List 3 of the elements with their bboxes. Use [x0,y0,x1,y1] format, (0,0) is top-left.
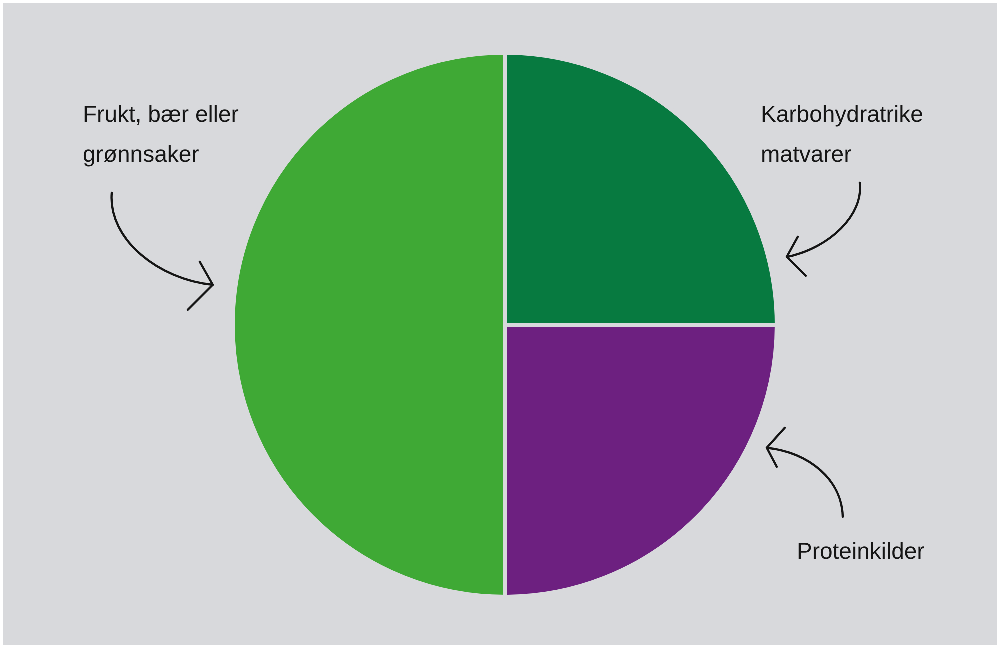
slice-label: Frukt, bær eller grønnsaker [83,101,239,167]
slice-label: Proteinkilder [797,538,925,564]
slice-label: Karbohydratrike matvarer [761,101,924,167]
